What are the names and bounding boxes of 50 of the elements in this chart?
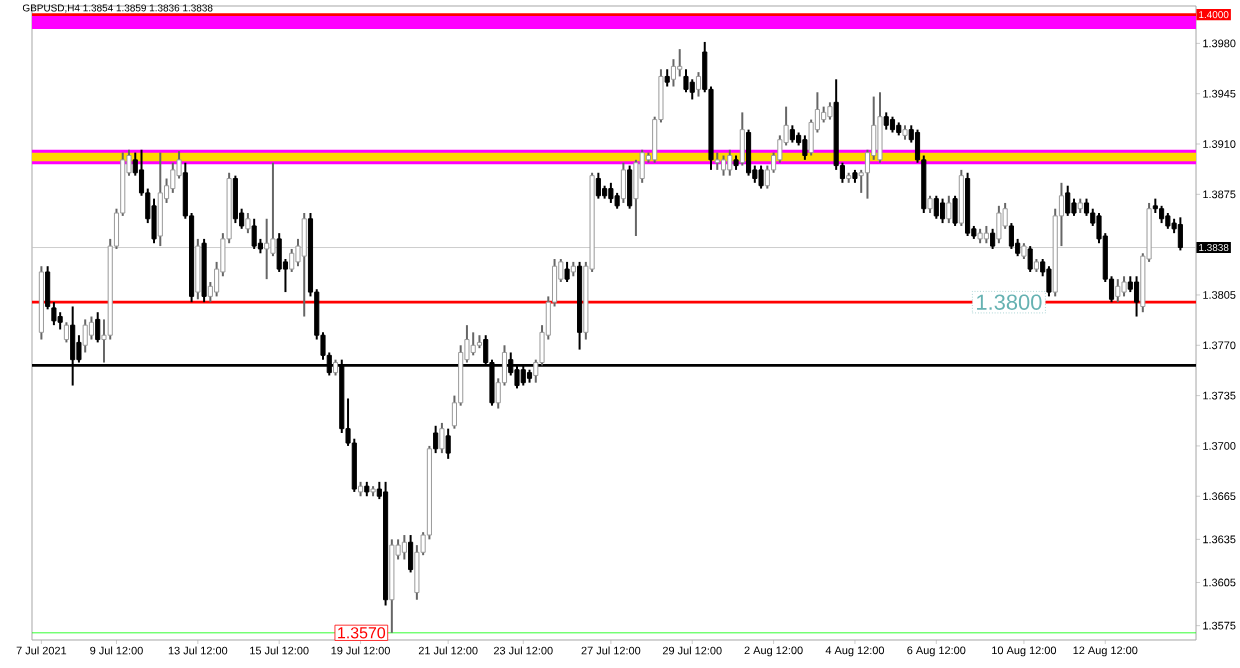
candlestick — [677, 48, 683, 78]
candlestick — [946, 194, 952, 225]
candlestick — [82, 318, 88, 354]
candlestick — [232, 174, 238, 225]
candlestick — [289, 247, 295, 273]
candlestick — [301, 212, 307, 318]
candlestick — [683, 68, 689, 94]
candlestick — [408, 534, 414, 574]
candlestick — [802, 134, 808, 161]
candlestick — [151, 197, 157, 245]
candlestick — [996, 204, 1002, 245]
candlestick — [1008, 222, 1014, 250]
candlestick — [470, 331, 476, 357]
candlestick — [727, 148, 733, 177]
candlestick — [695, 71, 702, 98]
candlestick — [1027, 245, 1033, 273]
candlestick — [245, 212, 251, 235]
candlestick — [251, 217, 257, 250]
candlestick — [1133, 275, 1140, 318]
candlestick — [445, 427, 451, 460]
candlestick — [157, 151, 163, 248]
candlestick — [745, 128, 752, 177]
candlestick — [633, 158, 639, 238]
candlestick — [958, 168, 964, 227]
candlestick — [627, 164, 633, 210]
candlestick — [595, 171, 601, 200]
candlestick — [952, 194, 958, 227]
candlestick — [720, 154, 727, 177]
candlestick — [95, 311, 101, 344]
candlestick — [990, 227, 996, 250]
candlestick — [401, 534, 407, 561]
candlestick — [439, 421, 445, 455]
candlestick — [758, 164, 764, 190]
candlestick — [195, 237, 201, 301]
candlestick — [933, 194, 939, 220]
candlestick — [63, 321, 69, 344]
candlestick — [1177, 216, 1183, 252]
candlestick — [264, 217, 270, 281]
candlestick — [564, 260, 570, 284]
candlestick — [620, 161, 626, 204]
candlestick — [1121, 275, 1127, 298]
candlestick — [608, 181, 614, 204]
candlestick — [1115, 278, 1121, 304]
candlestick — [433, 424, 439, 455]
candlestick — [739, 111, 745, 167]
candlestick — [1046, 265, 1052, 298]
candlestick — [1065, 184, 1071, 217]
annotation: 1.3800 — [977, 294, 1042, 310]
candlestick — [877, 91, 883, 164]
candlestick — [939, 197, 946, 225]
